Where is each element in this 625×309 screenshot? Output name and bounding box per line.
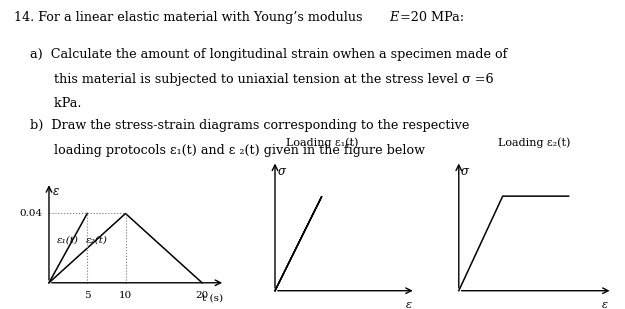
Text: this material is subjected to uniaxial tension at the stress level σ =6: this material is subjected to uniaxial t… (14, 73, 493, 86)
Text: σ: σ (278, 165, 286, 178)
Text: loading protocols ε₁(t) and ε ₂(t) given in the figure below: loading protocols ε₁(t) and ε ₂(t) given… (14, 144, 425, 157)
Text: ε₁(t): ε₁(t) (57, 236, 79, 245)
Text: kPa.: kPa. (14, 97, 81, 110)
Text: 14. For a linear elastic material with Young’s modulus: 14. For a linear elastic material with Y… (14, 11, 366, 24)
Text: =20 MPa:: =20 MPa: (400, 11, 464, 24)
Text: Loading ε₂(t): Loading ε₂(t) (498, 138, 571, 148)
Text: ε: ε (52, 185, 59, 198)
Text: Loading ε₁(t): Loading ε₁(t) (286, 138, 359, 148)
Text: a)  Calculate the amount of longitudinal strain οwhen a specimen made of: a) Calculate the amount of longitudinal … (14, 48, 507, 61)
Text: 0.04: 0.04 (19, 209, 42, 218)
Text: t (s): t (s) (202, 293, 223, 302)
Text: ε: ε (602, 300, 608, 309)
Text: ε₂(t): ε₂(t) (86, 236, 107, 245)
Text: σ: σ (461, 165, 469, 178)
Text: 20: 20 (196, 291, 209, 300)
Text: 5: 5 (84, 291, 91, 300)
Text: b)  Draw the stress-strain diagrams corresponding to the respective: b) Draw the stress-strain diagrams corre… (14, 119, 469, 132)
Text: ε: ε (406, 300, 411, 309)
Text: E: E (389, 11, 398, 24)
Text: 10: 10 (119, 291, 132, 300)
